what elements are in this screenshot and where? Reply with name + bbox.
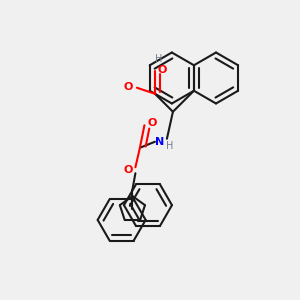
Text: O: O	[147, 118, 157, 128]
Text: N: N	[155, 137, 164, 147]
Text: H: H	[166, 141, 174, 151]
Text: O: O	[123, 165, 133, 175]
Text: H: H	[155, 54, 162, 64]
Text: O: O	[124, 82, 133, 92]
Text: O: O	[158, 65, 167, 75]
